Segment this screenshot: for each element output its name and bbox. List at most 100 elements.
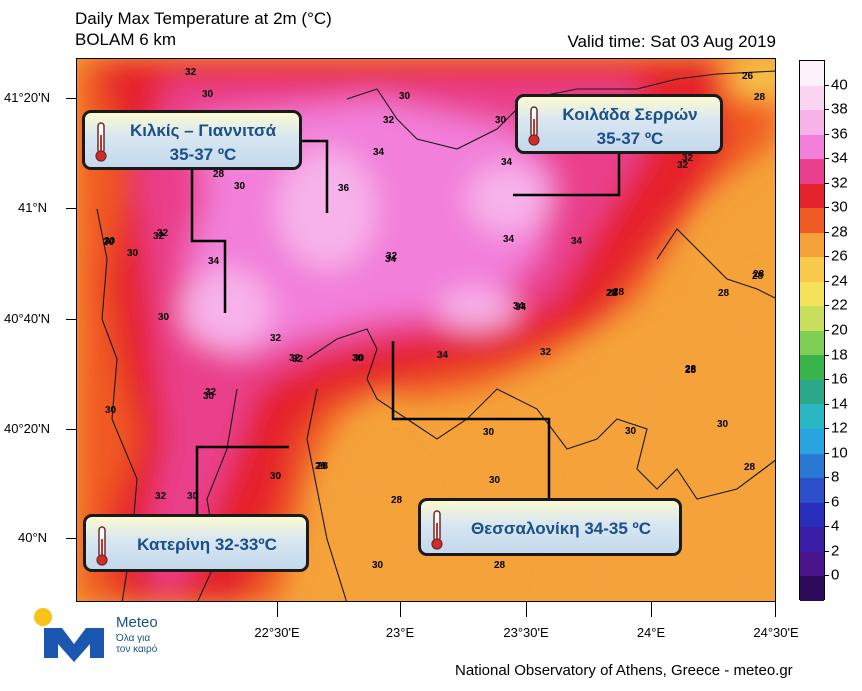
contour-label: 30 bbox=[234, 181, 246, 192]
colorbar-tick bbox=[824, 550, 829, 552]
colorbar-tick bbox=[824, 330, 829, 331]
contour-label: 28 bbox=[315, 461, 327, 472]
contour-label: 28 bbox=[494, 560, 506, 571]
contour-label: 32 bbox=[185, 67, 197, 78]
lat-label: 40°N bbox=[18, 530, 48, 545]
colorbar-segment bbox=[800, 208, 824, 233]
lon-tick bbox=[277, 602, 278, 617]
thermometer-icon bbox=[95, 122, 107, 162]
colorbar-segment bbox=[800, 576, 824, 601]
colorbar-segment bbox=[800, 453, 824, 479]
callout-place: Θεσσαλονίκη 34-35 ºC bbox=[470, 519, 652, 538]
contour-label: 32 bbox=[677, 160, 689, 171]
colorbar-tick bbox=[824, 379, 829, 381]
thermometer-icon bbox=[96, 526, 108, 566]
contour-label: 28 bbox=[744, 462, 756, 473]
colorbar-tick bbox=[824, 133, 829, 135]
contour-label: 32 bbox=[383, 115, 395, 126]
colorbar-label: 12 bbox=[831, 419, 848, 437]
contour-label: 32 bbox=[270, 333, 282, 344]
contour-label: 34 bbox=[208, 256, 220, 267]
lat-tick bbox=[66, 319, 76, 320]
colorbar-segment bbox=[800, 355, 824, 380]
contour-label: 32 bbox=[292, 354, 304, 365]
callout-kilkis-giannitsa: Κιλκίς – Γιαννιτσά 35-37 ºC bbox=[82, 110, 302, 170]
colorbar-label: 38 bbox=[831, 100, 848, 118]
contour-label: 28 bbox=[753, 269, 765, 280]
colorbar-tick bbox=[824, 305, 829, 307]
logo-name: Meteo bbox=[116, 614, 158, 631]
colorbar-label: 26 bbox=[831, 247, 848, 265]
contour-label: 30 bbox=[399, 91, 411, 102]
contour-label: 32 bbox=[682, 153, 694, 164]
contour-label: 28 bbox=[718, 288, 730, 299]
lon-tick bbox=[400, 602, 401, 617]
contour-label: 34 bbox=[373, 147, 385, 158]
colorbar-label: 32 bbox=[831, 174, 848, 192]
colorbar-label: 24 bbox=[831, 272, 848, 290]
colorbar-tick bbox=[824, 280, 829, 282]
contour-label: 30 bbox=[489, 475, 501, 486]
contour-label: 32 bbox=[386, 251, 398, 262]
contour-label: 34 bbox=[385, 254, 397, 265]
contour-label: 28 bbox=[607, 288, 619, 299]
contour-label: 30 bbox=[158, 312, 170, 323]
colorbar-label: 20 bbox=[831, 321, 848, 339]
contour-label: 30 bbox=[103, 237, 115, 248]
colorbar-tick bbox=[824, 231, 829, 233]
colorbar-segment bbox=[800, 257, 824, 282]
lat-label: 40°40'N bbox=[4, 311, 50, 326]
footer-credit: National Observatory of Athens, Greece -… bbox=[455, 662, 793, 679]
colorbar-tick bbox=[824, 158, 829, 160]
colorbar-segment bbox=[800, 85, 824, 111]
colorbar-label: 10 bbox=[831, 444, 848, 462]
colorbar-segment bbox=[800, 281, 824, 307]
lon-tick bbox=[526, 602, 527, 617]
contour-label: 30 bbox=[127, 248, 139, 259]
colorbar-tick bbox=[824, 207, 829, 209]
contour-label: 28 bbox=[606, 288, 618, 299]
colorbar-segment bbox=[800, 232, 824, 258]
colorbar-label: 40 bbox=[831, 76, 848, 94]
callout-place: Κοιλάδα Σερρών bbox=[562, 105, 698, 124]
lat-tick bbox=[66, 429, 76, 430]
colorbar-label: 16 bbox=[831, 370, 848, 388]
callout-temp: 35-37 ºC bbox=[169, 145, 237, 164]
colorbar-label: 22 bbox=[831, 296, 848, 314]
colorbar-label: 4 bbox=[831, 517, 840, 535]
contour-label: 28 bbox=[613, 287, 625, 298]
colorbar-tick bbox=[824, 109, 829, 111]
contour-label: 30 bbox=[202, 89, 214, 100]
valid-time: Valid time: Sat 03 Aug 2019 bbox=[567, 32, 776, 51]
colorbar-segment bbox=[800, 61, 824, 86]
colorbar-tick bbox=[824, 428, 829, 430]
meteo-logo bbox=[34, 608, 104, 662]
colorbar-segment bbox=[800, 306, 824, 331]
logo-tagline: Όλα για τον καιρό bbox=[116, 633, 158, 655]
callout-place: Κιλκίς – Γιαννιτσά bbox=[129, 121, 277, 140]
colorbar-label: 14 bbox=[831, 395, 848, 413]
contour-label: 30 bbox=[352, 353, 364, 364]
colorbar-label: 8 bbox=[831, 468, 840, 486]
contour-labels: 3230303230263232343436283032303032343434… bbox=[103, 67, 766, 571]
contour-label: 32 bbox=[540, 347, 552, 358]
colorbar-label: 34 bbox=[831, 149, 848, 167]
colorbar-label: 0 bbox=[831, 566, 840, 584]
contour-label: 30 bbox=[625, 426, 637, 437]
colorbar-segment bbox=[800, 183, 824, 209]
thermometer-icon bbox=[431, 510, 443, 550]
colorbar-segment bbox=[800, 134, 824, 160]
lon-label: 23°E bbox=[385, 625, 415, 640]
colorbar-segment bbox=[800, 159, 824, 184]
colorbar-tick bbox=[824, 575, 829, 577]
colorbar-segment bbox=[800, 478, 824, 503]
colorbar-segment bbox=[800, 379, 824, 405]
colorbar-tick bbox=[824, 182, 829, 184]
contour-label: 30 bbox=[105, 405, 117, 416]
contour-label: 34 bbox=[437, 350, 449, 361]
colorbar-label: 2 bbox=[831, 542, 840, 560]
colorbar-tick bbox=[824, 354, 829, 356]
temperature-map: 3230303230263232343436283032303032343434… bbox=[76, 58, 776, 602]
contour-label: 30 bbox=[353, 353, 365, 364]
contour-label: 30 bbox=[372, 560, 384, 571]
